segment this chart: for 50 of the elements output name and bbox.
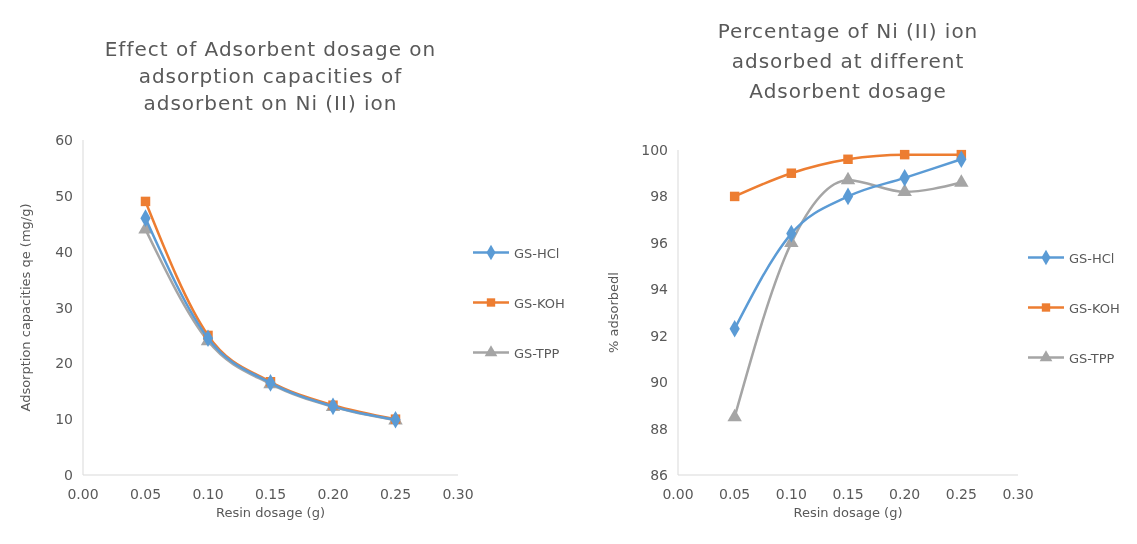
y-tick-label: 60	[55, 132, 73, 148]
y-tick-label: 20	[55, 355, 73, 372]
point	[786, 168, 797, 178]
point	[954, 174, 969, 187]
chart-title: Percentage of Ni (II) ion adsorbed at different Adsorbent dosage	[717, 19, 979, 103]
x-tick-label: 0.05	[719, 486, 751, 502]
legend-label: GS-HCl	[1069, 250, 1115, 266]
x-tick-label: 0.30	[1002, 486, 1034, 502]
y-tick-label: 94	[650, 281, 669, 298]
legend-label: GS-KOH	[514, 295, 565, 311]
x-tick-label: 0.20	[889, 486, 921, 502]
y-tick-label: 100	[641, 142, 668, 158]
point	[840, 171, 856, 185]
x-tick-label: 0.20	[317, 486, 349, 502]
y-tick-label: 92	[650, 327, 668, 344]
x-axis-title: Resin dosage (g)	[216, 505, 325, 520]
y-axis-title: Adsorption capacities qe (mg/g)	[18, 203, 33, 412]
x-tick-label: 0.05	[129, 486, 162, 502]
point	[727, 408, 742, 422]
point	[843, 154, 853, 165]
x-tick-label: 0.15	[254, 486, 287, 502]
x-tick-label: 0.00	[67, 486, 99, 502]
x-tick-label: 0.00	[662, 486, 694, 502]
legend-label: GS-HCl	[514, 245, 560, 261]
y-axis-title: % adsorbedl	[606, 272, 621, 353]
x-tick-label: 0.15	[832, 486, 864, 502]
y-tick-label: 30	[55, 299, 73, 316]
y-tick-label: 86	[650, 467, 669, 483]
legend-label: GS-KOH	[1069, 300, 1120, 316]
y-tick-label: 50	[55, 187, 73, 204]
x-tick-label: 0.25	[945, 486, 977, 502]
point	[140, 196, 151, 207]
y-tick-label: 90	[650, 374, 668, 391]
legend-label: GS-TPP	[514, 345, 560, 361]
x-tick-label: 0.10	[192, 486, 224, 502]
x-tick-label: 0.30	[442, 486, 474, 502]
point	[897, 183, 912, 196]
point	[729, 191, 740, 202]
y-tick-label: 40	[55, 243, 73, 260]
y-tick-label: 88	[650, 420, 668, 437]
point	[899, 149, 910, 160]
chart-title: Effect of Adsorbent dosage on adsorption capacities of adsorbent on Ni (II) ion	[104, 37, 437, 115]
y-tick-label: 96	[650, 234, 669, 251]
x-axis-title: Resin dosage (g)	[793, 505, 903, 520]
y-tick-label: 98	[650, 188, 668, 205]
x-tick-label: 0.10	[775, 486, 807, 502]
x-tick-label: 0.25	[379, 486, 412, 502]
legend-label: GS-TPP	[1069, 350, 1115, 366]
y-tick-label: 0	[64, 467, 73, 483]
y-tick-label: 10	[55, 411, 73, 428]
